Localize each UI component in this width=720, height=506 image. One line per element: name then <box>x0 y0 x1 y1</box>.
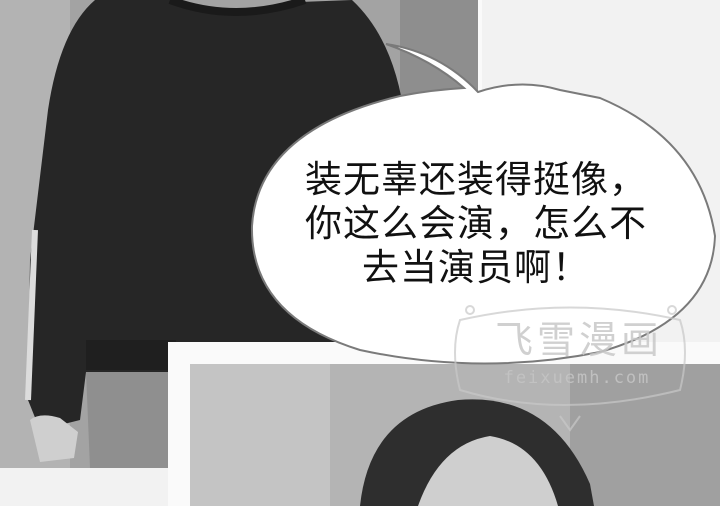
watermark-url: feixuemh.com <box>503 368 651 388</box>
dialogue-line-1: 装无辜还装得挺像， <box>305 158 647 201</box>
bottom-photo <box>190 364 720 506</box>
dialogue-line-2: 你这么会演，怎么不 <box>305 202 647 245</box>
watermark-title: 飞雪漫画 <box>494 318 663 362</box>
dialogue-text: 装无辜还装得挺像， 你这么会演，怎么不 去当演员啊！ <box>264 158 688 290</box>
hair-figure <box>190 364 720 506</box>
bottom-panel <box>168 342 720 506</box>
watermark-emblem <box>454 305 686 432</box>
dialogue-line-3: 去当演员啊！ <box>362 246 590 289</box>
